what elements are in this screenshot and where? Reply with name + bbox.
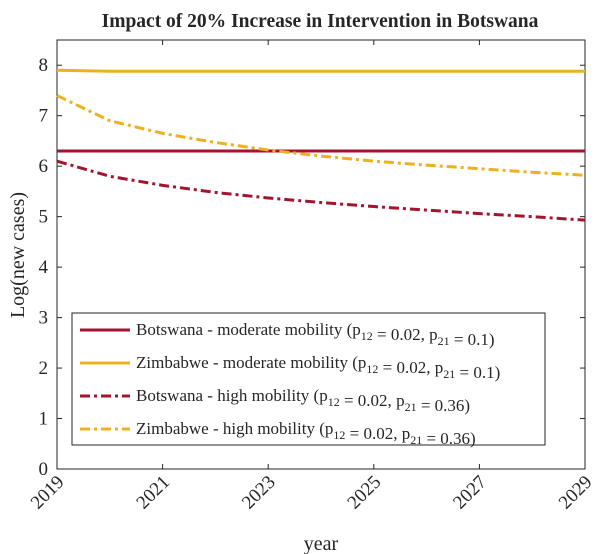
y-tick-label: 0	[39, 459, 49, 480]
x-tick-label: 2021	[132, 472, 174, 514]
y-axis-label: Log(new cases)	[7, 192, 29, 318]
y-tick-label: 3	[39, 308, 49, 329]
legend-label: Botswana - high mobility (p12 = 0.02, p2…	[136, 386, 470, 415]
legend-box	[71, 312, 546, 446]
y-tick-label: 2	[39, 358, 49, 379]
legend-label: Zimbabwe - moderate mobility (p12 = 0.02…	[136, 353, 500, 382]
plot-frame	[56, 39, 586, 470]
y-tick-label: 6	[39, 156, 49, 177]
chart-title: Impact of 20% Increase in Intervention i…	[102, 11, 539, 32]
x-tick-label: 2025	[344, 472, 386, 514]
x-tick-label: 2023	[238, 472, 280, 514]
y-tick-label: 8	[39, 55, 49, 76]
y-tick-label: 7	[39, 106, 49, 127]
legend-label: Botswana - moderate mobility (p12 = 0.02…	[136, 320, 495, 349]
series-line	[56, 159, 586, 222]
y-tick-label: 1	[39, 409, 49, 430]
x-tick-label: 2027	[449, 472, 491, 514]
x-tick-label: 2029	[555, 472, 596, 514]
x-tick-label: 2019	[27, 472, 69, 514]
x-axis-label: year	[304, 533, 339, 554]
y-tick-label: 4	[39, 257, 49, 278]
legend-label: Zimbabwe - high mobility (p12 = 0.02, p2…	[136, 419, 476, 448]
y-tick-label: 5	[39, 207, 49, 228]
series-line	[56, 94, 586, 177]
series-line	[56, 68, 585, 73]
